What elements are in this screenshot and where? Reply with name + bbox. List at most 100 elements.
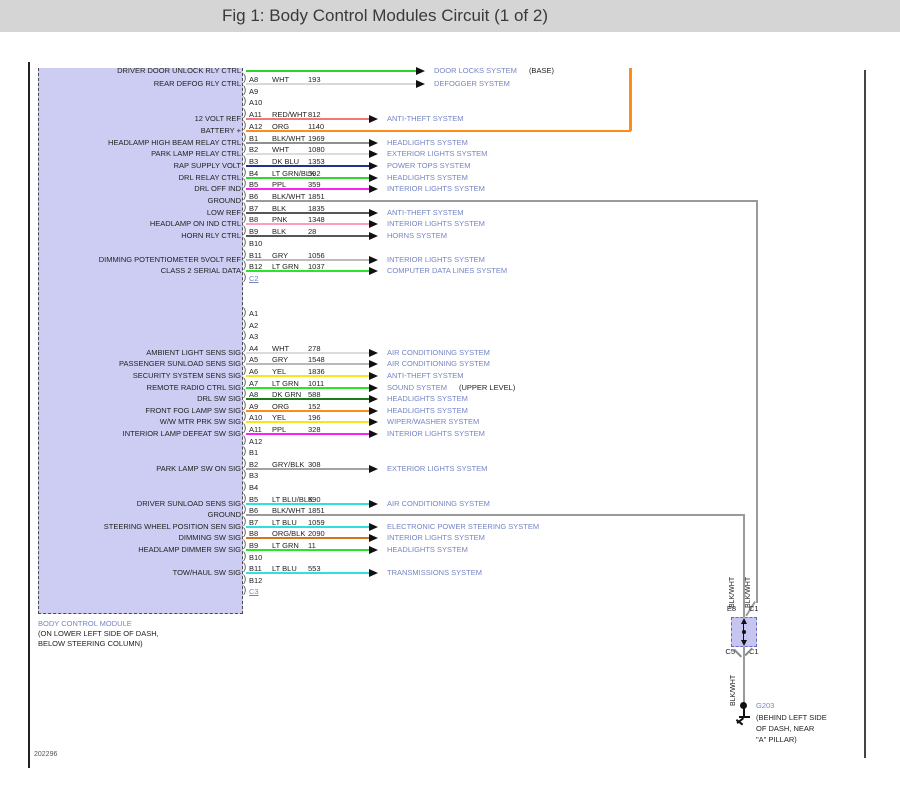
system-label[interactable]: POWER TOPS SYSTEM [387, 160, 471, 170]
system-label[interactable]: ANTI-THEFT SYSTEM [387, 114, 464, 124]
system-link[interactable]: POWER TOPS SYSTEM [387, 161, 471, 170]
wire [246, 141, 369, 144]
system-label[interactable]: TRANSMISSIONS SYSTEM [387, 568, 483, 578]
wire [246, 129, 631, 132]
system-link[interactable]: DEFOGGER SYSTEM [434, 79, 510, 88]
pin-signal-label: FRONT FOG LAMP SW SIG [145, 405, 241, 415]
system-link[interactable]: COMPUTER DATA LINES SYSTEM [387, 266, 507, 275]
pin-number: B12 [249, 575, 263, 585]
wire [246, 409, 369, 412]
system-label[interactable]: INTERIOR LIGHTS SYSTEM [387, 533, 485, 543]
circuit-number: 1851 [308, 506, 325, 516]
pin-signal-label: TOW/HAUL SW SIG [172, 568, 241, 578]
system-label[interactable]: HEADLIGHTS SYSTEM [387, 172, 468, 182]
system-link[interactable]: EXTERIOR LIGHTS SYSTEM [387, 149, 487, 158]
system-label[interactable]: AIR CONDITIONING SYSTEM [387, 359, 490, 369]
system-label[interactable]: ANTI-THEFT SYSTEM [387, 207, 464, 217]
wire [246, 525, 369, 528]
pin-number: B3 [249, 471, 259, 481]
pin-bracket: ) [243, 457, 247, 469]
circuit-number: 152 [308, 401, 321, 411]
pin-signal-label: DRIVER DOOR UNLOCK RLY CTRL [117, 66, 241, 75]
wire-color-code: YEL [272, 413, 287, 423]
pin-signal-label: STEERING WHEEL POSITION SEN SIG [103, 521, 241, 531]
system-label[interactable]: WIPER/WASHER SYSTEM [387, 417, 480, 427]
system-link[interactable]: HEADLIGHTS SYSTEM [387, 138, 468, 147]
system-link[interactable]: SOUND SYSTEM (UPPER LEVEL) [387, 383, 515, 392]
system-label[interactable]: INTERIOR LIGHTS SYSTEM [387, 254, 485, 264]
system-label[interactable]: HORNS SYSTEM [387, 231, 448, 241]
system-label[interactable]: EXTERIOR LIGHTS SYSTEM [387, 463, 488, 473]
frame-line-right [864, 70, 866, 758]
connector-id-link[interactable]: C2 [249, 273, 259, 283]
system-link[interactable]: AIR CONDITIONING SYSTEM [387, 359, 490, 368]
system-label[interactable]: DEFOGGER SYSTEM [434, 79, 510, 88]
system-link[interactable]: INTERIOR LIGHTS SYSTEM [387, 184, 485, 193]
system-label[interactable]: AIR CONDITIONING SYSTEM [387, 498, 490, 508]
system-link[interactable]: HEADLIGHTS SYSTEM [387, 173, 468, 182]
system-label[interactable]: HEADLIGHTS SYSTEM [387, 545, 468, 554]
system-link[interactable]: TRANSMISSIONS SYSTEM [387, 568, 482, 577]
circuit-number: 592 [308, 168, 321, 178]
pin-number: B9 [249, 541, 259, 550]
pin-number: B2 [249, 459, 259, 469]
ground-icon [738, 716, 750, 718]
pin-number: A9 [249, 401, 259, 411]
system-link[interactable]: AIR CONDITIONING SYSTEM [387, 499, 490, 508]
wire-color-label: BLK/WHT [730, 674, 737, 706]
system-link[interactable]: ANTI-THEFT SYSTEM [387, 208, 464, 217]
wire [246, 467, 369, 470]
arrow-right-icon [369, 267, 378, 276]
system-label[interactable]: INTERIOR LIGHTS SYSTEM [387, 429, 485, 438]
pin-bracket: ) [243, 515, 247, 527]
system-label[interactable]: ELECTRONIC POWER STEERING SYSTEM [387, 521, 540, 531]
pin-bracket: ) [243, 213, 247, 225]
system-label[interactable]: AIR CONDITIONING SYSTEM [387, 347, 490, 357]
pin-bracket: ) [243, 236, 247, 248]
system-link[interactable]: ANTI-THEFT SYSTEM [387, 371, 464, 380]
wire-color-code: GRY/BLK [272, 459, 305, 469]
system-label[interactable]: ANTI-THEFT SYSTEM [387, 371, 464, 380]
system-label[interactable]: INTERIOR LIGHTS SYSTEM [387, 184, 485, 194]
circuit-number: 1969 [308, 133, 325, 143]
pin-bracket: ) [243, 446, 247, 458]
arrow-right-icon [369, 522, 378, 531]
system-link[interactable]: HORNS SYSTEM [387, 231, 447, 240]
system-link[interactable]: HEADLIGHTS SYSTEM [387, 406, 468, 415]
system-label[interactable]: EXTERIOR LIGHTS SYSTEM [387, 149, 488, 159]
ground-id-link[interactable]: G203 [756, 701, 775, 710]
system-link[interactable]: INTERIOR LIGHTS SYSTEM [387, 429, 485, 438]
system-label[interactable]: SOUND SYSTEM [387, 382, 448, 392]
pin-bracket: ) [243, 143, 247, 155]
system-link[interactable]: ELECTRONIC POWER STEERING SYSTEM [387, 522, 539, 531]
system-link[interactable]: EXTERIOR LIGHTS SYSTEM [387, 464, 487, 473]
system-link[interactable]: AIR CONDITIONING SYSTEM [387, 348, 490, 357]
pin-number: B3 [249, 156, 259, 166]
system-link[interactable]: HEADLIGHTS SYSTEM [387, 394, 468, 403]
circuit-number: 308 [308, 459, 321, 469]
system-link[interactable]: INTERIOR LIGHTS SYSTEM [387, 255, 485, 264]
module-name-link[interactable]: BODY CONTROL MODULE [38, 619, 132, 628]
arrow-right-icon [369, 534, 378, 543]
pin-bracket: ) [243, 119, 247, 131]
system-link[interactable]: DOOR LOCKS SYSTEM (BASE) [434, 66, 554, 75]
circuit-number: 359 [308, 180, 321, 190]
system-label[interactable]: HEADLIGHTS SYSTEM [387, 394, 468, 404]
system-link[interactable]: INTERIOR LIGHTS SYSTEM [387, 219, 485, 228]
system-link[interactable]: INTERIOR LIGHTS SYSTEM [387, 533, 485, 542]
pin-bracket: ) [243, 201, 247, 213]
pin-bracket: ) [243, 423, 247, 434]
connector-id-link[interactable]: C3 [249, 587, 259, 597]
system-link[interactable]: ANTI-THEFT SYSTEM [387, 114, 464, 123]
system-label[interactable]: HEADLIGHTS SYSTEM [387, 405, 468, 415]
system-link[interactable]: HEADLIGHTS SYSTEM [387, 545, 468, 554]
system-label[interactable]: HEADLIGHTS SYSTEM [387, 137, 468, 147]
pin-signal-label: DRL OFF IND [194, 184, 241, 194]
pin-number: B9 [249, 227, 259, 237]
arrow-right-icon [369, 406, 378, 415]
system-label[interactable]: DOOR LOCKS SYSTEM [434, 66, 517, 75]
system-label[interactable]: INTERIOR LIGHTS SYSTEM [387, 219, 485, 229]
circuit-number: 1836 [308, 367, 325, 376]
system-link[interactable]: WIPER/WASHER SYSTEM [387, 417, 479, 426]
system-label[interactable]: COMPUTER DATA LINES SYSTEM [387, 266, 508, 276]
